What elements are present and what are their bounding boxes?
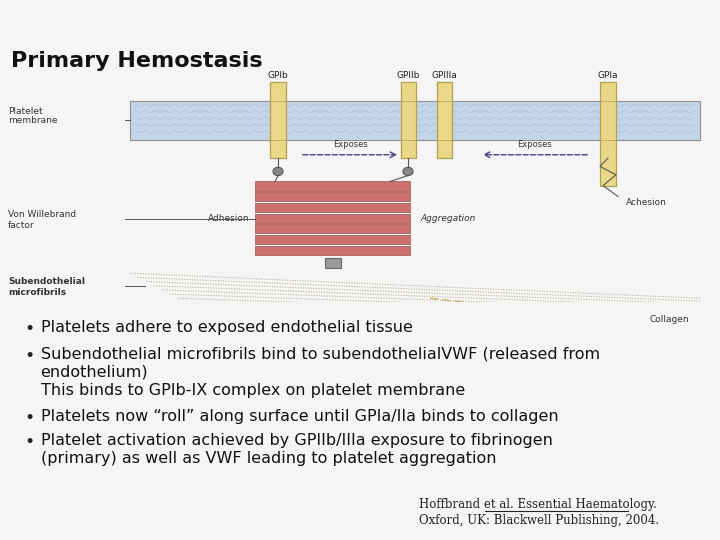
Text: Platelet activation achieved by GPIIb/IIIa exposure to fibrinogen: Platelet activation achieved by GPIIb/II… [40,433,552,448]
Text: Subendothelial microfibrils bind to subendothelialVWF (released from: Subendothelial microfibrils bind to sube… [40,347,600,361]
Bar [255,224,410,233]
Text: Aggregation: Aggregation [420,214,475,224]
Text: •: • [24,347,35,364]
Bar [325,258,341,268]
Text: Hoffbrand et al. Essential Haematology.: Hoffbrand et al. Essential Haematology. [419,498,657,511]
Bar [270,82,286,158]
Text: GPIIb: GPIIb [396,71,420,80]
Bar [436,82,451,158]
Text: •: • [24,320,35,339]
Bar [255,246,410,255]
Text: factor: factor [8,221,35,230]
Text: Platelets adhere to exposed endothelial tissue: Platelets adhere to exposed endothelial … [40,320,413,335]
Text: GPIa: GPIa [598,71,618,80]
Text: Adhesion: Adhesion [208,214,250,224]
Text: Collagen: Collagen [650,315,690,323]
Bar [255,192,410,201]
Text: Exposes: Exposes [518,140,552,149]
Circle shape [273,167,283,176]
Text: Platelets now “roll” along surface until GPIa/IIa binds to collagen: Platelets now “roll” along surface until… [40,409,558,424]
Bar [130,100,700,140]
Circle shape [403,167,413,176]
Text: •: • [24,433,35,451]
Text: endothelium): endothelium) [40,364,148,380]
Bar [255,214,410,222]
Text: •: • [24,409,35,427]
Bar [255,203,410,212]
Bar [255,235,410,244]
Text: Von Willebrand: Von Willebrand [8,210,76,219]
Text: This binds to GPIb-IX complex on platelet membrane: This binds to GPIb-IX complex on platele… [40,383,465,397]
Text: GPIIIa: GPIIIa [431,71,457,80]
Text: Oxford, UK: Blackwell Publishing, 2004.: Oxford, UK: Blackwell Publishing, 2004. [419,514,659,527]
Text: microfibrils: microfibrils [8,288,66,297]
Text: Exposes: Exposes [333,140,367,149]
Bar [600,82,616,186]
Text: Primary Hemostasis: Primary Hemostasis [11,51,262,71]
Text: membrane: membrane [8,116,58,125]
Text: Platelet: Platelet [8,107,42,116]
Text: Achesion: Achesion [626,198,667,207]
Text: (primary) as well as VWF leading to platelet aggregation: (primary) as well as VWF leading to plat… [40,451,496,466]
Bar [255,181,410,191]
Text: GPIb: GPIb [268,71,289,80]
Text: Subendothelial: Subendothelial [8,277,85,286]
Bar [400,82,415,158]
